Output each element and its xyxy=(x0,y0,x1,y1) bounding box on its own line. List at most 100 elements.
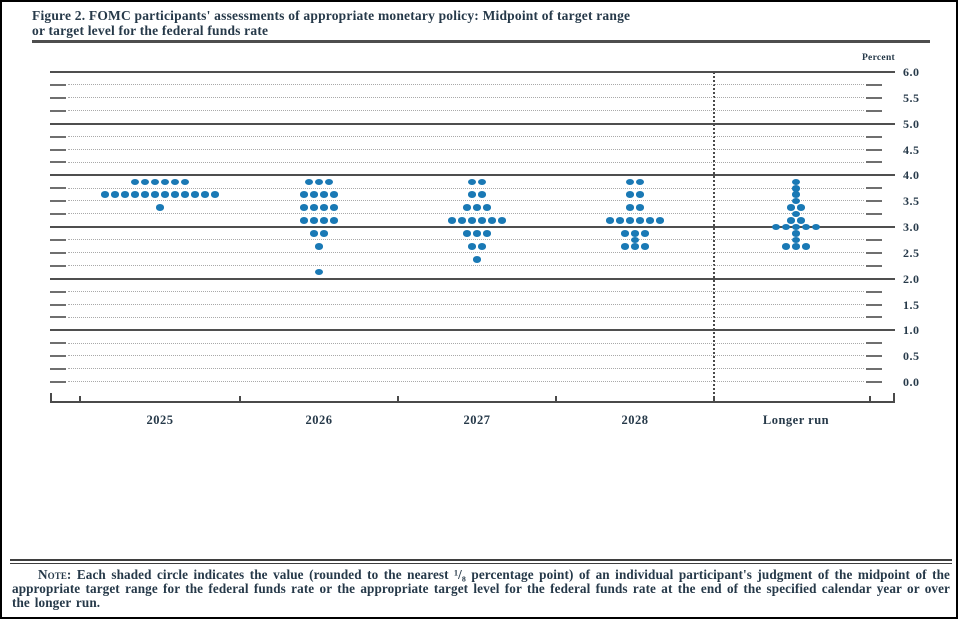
gridline-dotted xyxy=(68,84,864,86)
projection-dot xyxy=(791,236,801,244)
projection-dot xyxy=(324,178,334,186)
gridline-solid xyxy=(50,329,895,332)
projection-dot xyxy=(457,217,467,224)
projection-dot xyxy=(150,178,160,186)
axis-tick-dash-right xyxy=(866,381,882,383)
axis-tick-dash-right xyxy=(866,303,882,306)
projection-dot xyxy=(640,243,650,250)
projection-dot xyxy=(477,178,487,186)
projection-dot xyxy=(630,236,640,244)
projection-dot xyxy=(786,217,796,224)
axis-tick-dash-right xyxy=(866,342,882,345)
x-axis-tick xyxy=(239,396,241,402)
x-axis-end-cap xyxy=(50,393,52,402)
projection-dot xyxy=(625,204,635,211)
axis-tick-dash-right xyxy=(866,83,882,86)
projection-dot xyxy=(791,210,801,218)
axis-tick-dash-left xyxy=(50,355,66,358)
axis-tick-dash-right xyxy=(866,200,882,203)
projection-dot xyxy=(786,204,796,211)
projection-dot xyxy=(467,243,477,250)
axis-tick-dash-left xyxy=(50,316,66,319)
x-axis-tick xyxy=(555,396,557,402)
projection-dot xyxy=(791,191,801,198)
title-rule xyxy=(32,40,930,43)
projection-dot xyxy=(467,217,477,224)
projection-dot xyxy=(120,191,130,198)
x-axis-tick xyxy=(713,396,715,402)
projection-dot xyxy=(477,217,487,224)
projection-dot xyxy=(811,223,821,231)
projection-dot xyxy=(319,191,329,198)
projection-dot xyxy=(150,191,160,198)
projection-dot xyxy=(170,178,180,186)
y-axis-tick-label: 4.0 xyxy=(903,168,920,183)
projection-dot xyxy=(635,178,645,186)
projection-dot xyxy=(791,223,801,231)
projection-dot xyxy=(200,191,210,198)
projection-dot xyxy=(314,243,324,250)
axis-tick-dash-right xyxy=(866,187,882,190)
gridline-solid xyxy=(50,226,895,228)
gridline-dotted xyxy=(68,200,864,202)
projection-dot xyxy=(309,191,319,198)
axis-tick-dash-right xyxy=(866,109,882,112)
gridline-dotted xyxy=(68,368,864,370)
y-axis-tick-label: 6.0 xyxy=(903,65,920,79)
figure-note: Note: Each shaded circle indicates the v… xyxy=(12,567,950,611)
projection-dot xyxy=(472,256,482,263)
projection-dot xyxy=(620,243,630,250)
projection-dot xyxy=(791,197,801,205)
figure-title-line1: Figure 2. FOMC participants' assessments… xyxy=(32,8,631,23)
projection-dot xyxy=(482,204,492,211)
projection-dot xyxy=(309,217,319,224)
longer-run-separator xyxy=(713,72,715,402)
projection-dot xyxy=(487,217,497,224)
gridline-dotted xyxy=(68,381,864,383)
gridline-solid xyxy=(50,277,895,280)
y-axis-tick-label: 0.0 xyxy=(903,375,920,389)
axis-tick-dash-left xyxy=(50,96,66,99)
projection-dot xyxy=(630,230,640,237)
projection-dot xyxy=(309,204,319,211)
projection-dot xyxy=(801,243,811,250)
axis-tick-dash-right xyxy=(866,290,882,293)
x-axis-tick xyxy=(79,396,81,402)
projection-dot xyxy=(625,217,635,224)
axis-tick-dash-left xyxy=(50,251,66,254)
axis-tick-dash-right xyxy=(866,264,882,267)
axis-tick-dash-left xyxy=(50,264,66,267)
projection-dot xyxy=(640,230,650,237)
projection-dot xyxy=(447,217,457,224)
projection-dot xyxy=(314,178,324,186)
y-axis-tick-label: 3.0 xyxy=(903,220,920,234)
y-axis-tick-label: 5.5 xyxy=(903,90,920,105)
figure-title-line2: or target level for the federal funds ra… xyxy=(32,23,269,39)
projection-dot xyxy=(791,185,801,192)
gridline-dotted xyxy=(68,290,864,292)
gridline-dotted xyxy=(68,265,864,266)
axis-tick-dash-right xyxy=(866,368,882,371)
projection-dot xyxy=(319,217,329,224)
y-axis-unit-label: Percent xyxy=(861,53,895,63)
projection-dot xyxy=(160,191,170,198)
note-rule xyxy=(10,559,952,564)
projection-dot xyxy=(319,230,329,237)
axis-tick-dash-left xyxy=(50,135,66,138)
x-axis-tick xyxy=(397,396,399,402)
note-text: Each shaded circle indicates the value (… xyxy=(12,567,950,611)
gridline-solid xyxy=(50,122,895,125)
projection-dot xyxy=(309,230,319,237)
y-axis-tick-label: 2.0 xyxy=(903,271,920,286)
axis-tick-dash-left xyxy=(50,342,66,345)
axis-tick-dash-right xyxy=(866,238,882,241)
projection-dot xyxy=(645,217,655,224)
projection-dot xyxy=(781,223,791,231)
projection-dot xyxy=(329,191,339,198)
gridline-solid xyxy=(50,71,895,73)
gridline-dotted xyxy=(68,110,864,111)
y-axis-tick-label: 1.0 xyxy=(903,323,920,338)
projection-dot xyxy=(467,178,477,186)
projection-dot xyxy=(299,191,309,198)
